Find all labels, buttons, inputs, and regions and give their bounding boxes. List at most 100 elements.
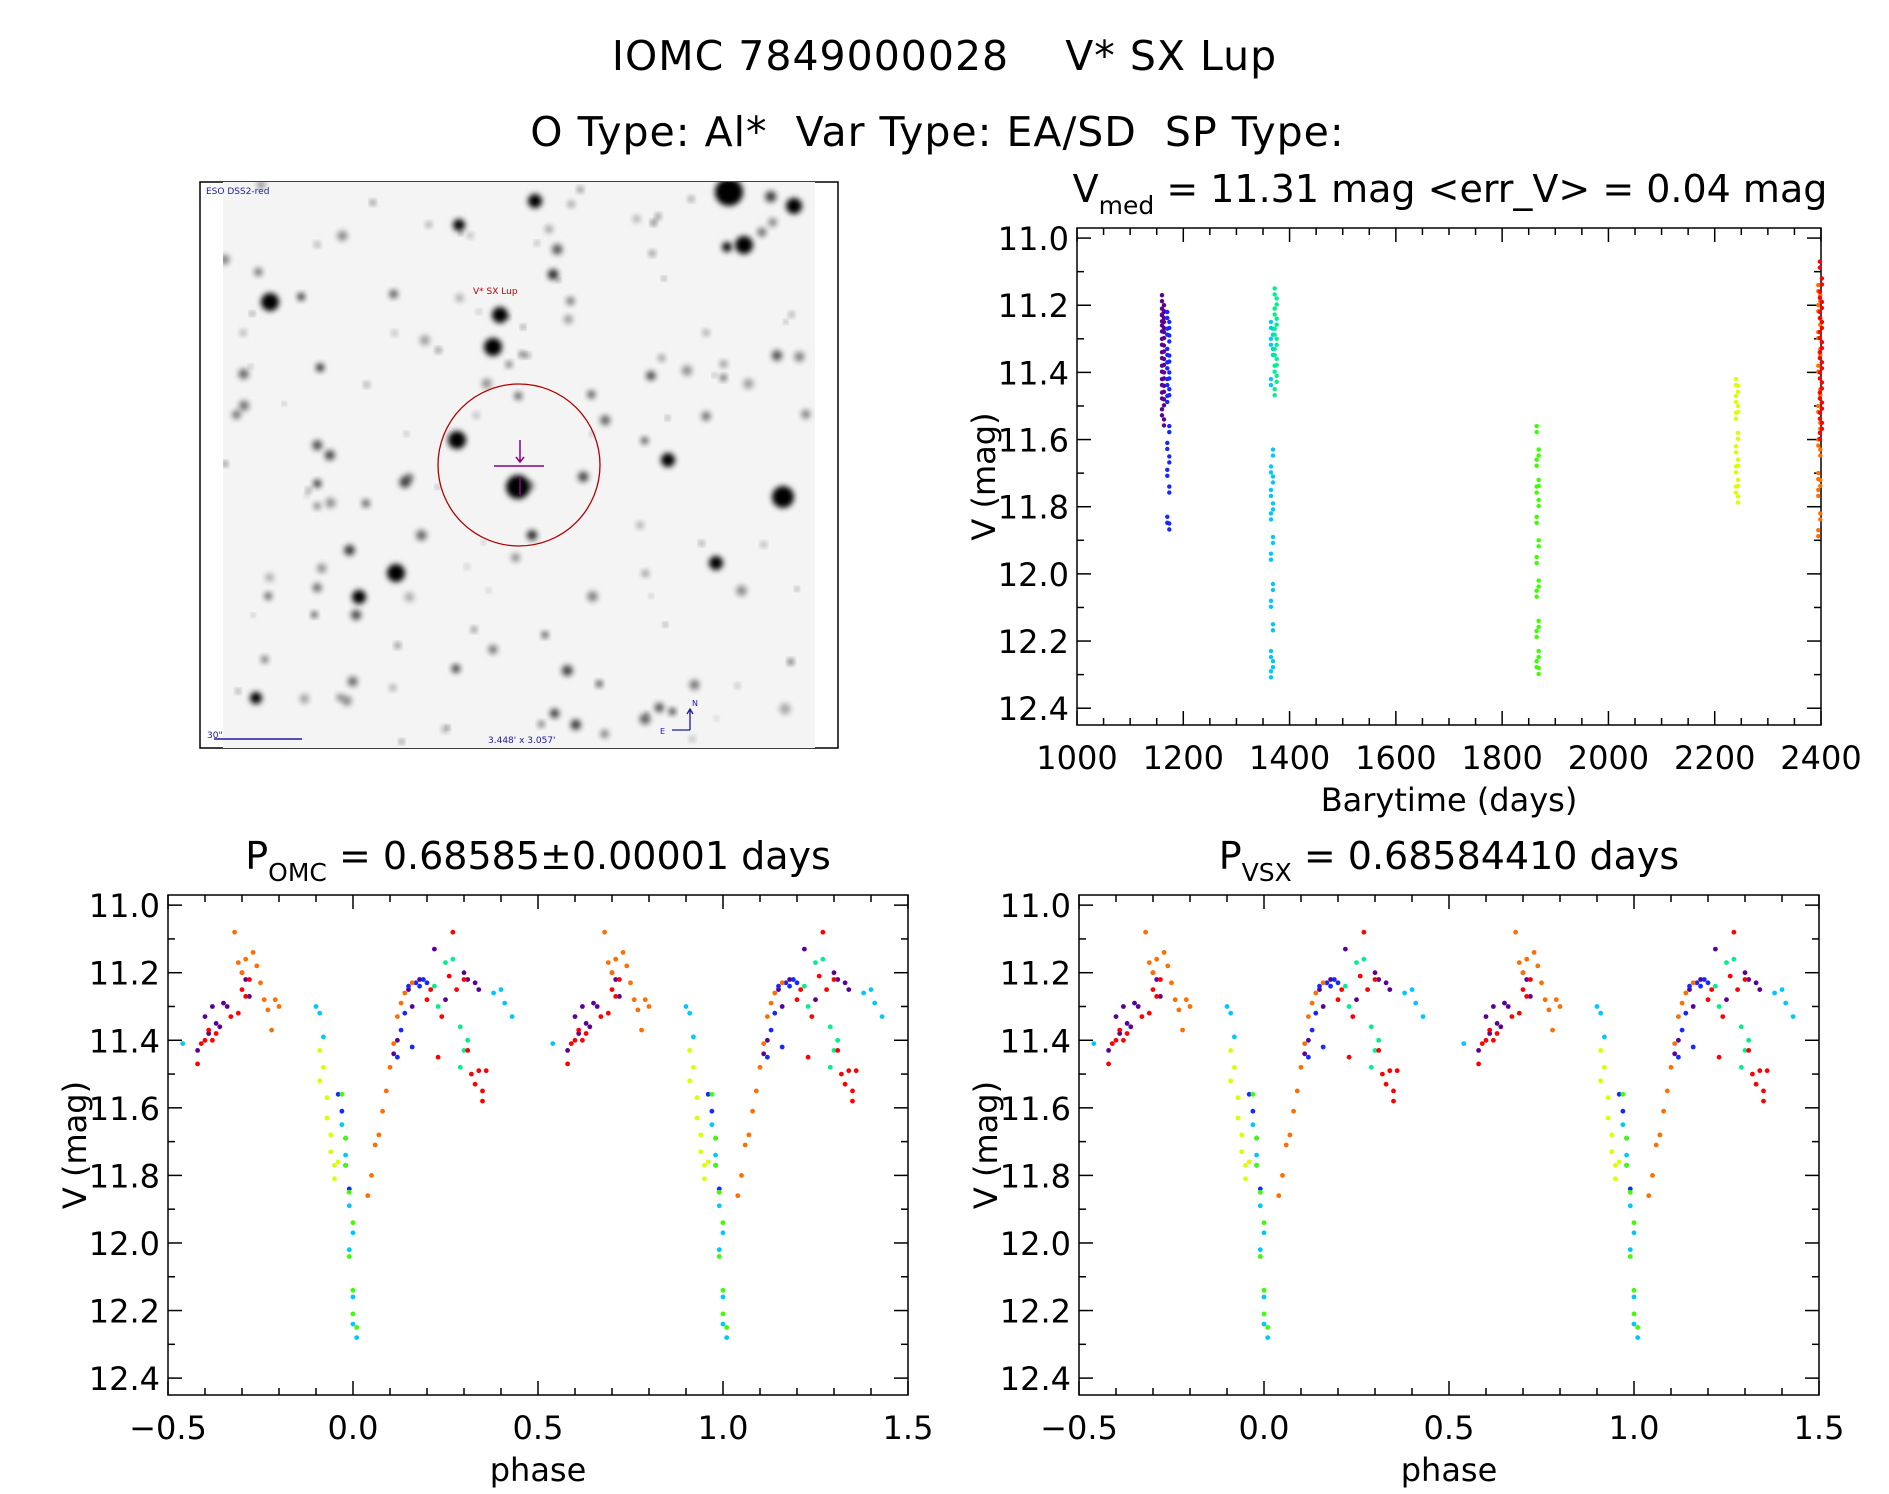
data-point bbox=[1261, 1230, 1267, 1236]
data-point bbox=[1779, 987, 1785, 992]
data-point bbox=[1161, 303, 1167, 308]
data-point bbox=[1761, 1098, 1766, 1104]
data-point bbox=[387, 1064, 393, 1070]
data-point bbox=[1735, 430, 1741, 435]
data-point bbox=[691, 1034, 696, 1040]
data-point bbox=[1735, 403, 1741, 409]
data-point bbox=[1817, 315, 1823, 321]
data-point bbox=[1235, 1115, 1241, 1121]
data-point bbox=[206, 1031, 212, 1036]
data-point bbox=[1476, 1061, 1481, 1067]
data-point bbox=[476, 1068, 482, 1074]
data-point bbox=[1132, 1000, 1137, 1006]
data-point bbox=[1627, 1247, 1633, 1253]
data-point bbox=[420, 977, 426, 982]
data-point bbox=[1705, 980, 1711, 986]
data-point bbox=[1165, 315, 1170, 321]
title-subscript: OMC bbox=[268, 858, 327, 887]
data-point bbox=[228, 1014, 234, 1019]
data-point bbox=[1302, 1041, 1308, 1046]
data-point bbox=[1161, 403, 1167, 408]
data-point bbox=[1383, 980, 1389, 986]
data-point bbox=[1413, 1000, 1419, 1006]
data-point bbox=[761, 1051, 767, 1057]
data-point bbox=[1154, 994, 1160, 999]
data-point bbox=[1272, 286, 1277, 291]
data-point bbox=[409, 1044, 415, 1050]
data-point bbox=[1270, 480, 1276, 485]
data-point bbox=[1272, 346, 1277, 352]
data-point bbox=[324, 1095, 330, 1101]
data-point bbox=[1372, 970, 1378, 976]
data-point bbox=[691, 1064, 696, 1070]
data-point bbox=[683, 1004, 689, 1009]
data-point bbox=[1735, 383, 1741, 388]
data-point bbox=[1483, 1014, 1489, 1019]
data-point bbox=[816, 973, 822, 979]
data-point bbox=[1713, 946, 1718, 952]
y-tick-label: 11.8 bbox=[998, 489, 1069, 527]
data-point bbox=[328, 1149, 334, 1155]
title-subscript: med bbox=[1099, 191, 1155, 220]
data-point bbox=[1733, 450, 1739, 455]
data-point bbox=[498, 987, 504, 992]
data-point bbox=[1819, 305, 1825, 311]
data-point bbox=[1254, 1162, 1259, 1168]
data-point bbox=[332, 1162, 337, 1168]
data-point bbox=[432, 946, 437, 952]
data-point bbox=[716, 1186, 722, 1192]
data-point bbox=[224, 1004, 230, 1009]
data-point bbox=[1816, 282, 1821, 288]
data-point bbox=[1339, 987, 1345, 992]
data-point bbox=[372, 1142, 378, 1148]
data-point bbox=[1270, 581, 1276, 587]
title-main: P bbox=[245, 834, 268, 878]
data-point bbox=[1354, 997, 1359, 1003]
data-point bbox=[1268, 517, 1274, 522]
data-point bbox=[210, 1037, 215, 1043]
data-point bbox=[698, 1149, 704, 1155]
data-point bbox=[1372, 1048, 1378, 1053]
data-point bbox=[1816, 487, 1821, 493]
data-point bbox=[1742, 977, 1748, 982]
data-point bbox=[1594, 1004, 1600, 1009]
data-point bbox=[1819, 366, 1825, 371]
data-point bbox=[1106, 1048, 1111, 1053]
data-point bbox=[395, 1014, 400, 1019]
data-point bbox=[1816, 528, 1821, 533]
data-point bbox=[1536, 447, 1541, 452]
data-point bbox=[1283, 1142, 1289, 1148]
data-point bbox=[321, 1064, 326, 1070]
data-point bbox=[1733, 444, 1739, 449]
data-point bbox=[1742, 1048, 1748, 1053]
data-point bbox=[1676, 1014, 1681, 1019]
data-point bbox=[687, 1048, 693, 1053]
y-tick-label: 11.8 bbox=[1000, 1157, 1071, 1195]
data-point bbox=[720, 1287, 726, 1293]
data-point bbox=[687, 1010, 693, 1016]
data-point bbox=[694, 1115, 700, 1121]
data-point bbox=[1357, 973, 1363, 979]
data-point bbox=[1817, 390, 1823, 395]
data-point bbox=[1368, 1024, 1374, 1030]
data-point bbox=[1494, 1031, 1500, 1036]
data-point bbox=[202, 1037, 208, 1043]
y-tick-label: 11.4 bbox=[998, 354, 1069, 392]
data-point bbox=[409, 1004, 415, 1009]
data-point bbox=[1139, 1014, 1145, 1019]
data-point bbox=[1818, 477, 1823, 483]
data-point bbox=[1764, 1068, 1770, 1074]
x-tick-label: 1600 bbox=[1355, 739, 1436, 777]
data-point bbox=[413, 980, 419, 986]
data-point bbox=[1609, 1132, 1615, 1138]
data-point bbox=[1167, 387, 1172, 392]
data-point bbox=[435, 1004, 441, 1009]
data-point bbox=[1409, 987, 1415, 992]
data-point bbox=[1817, 436, 1823, 441]
data-point bbox=[1657, 1132, 1663, 1138]
data-point bbox=[820, 956, 826, 962]
x-tick-label: 2200 bbox=[1674, 739, 1755, 777]
data-point bbox=[1270, 447, 1276, 452]
data-point bbox=[1664, 1088, 1670, 1094]
